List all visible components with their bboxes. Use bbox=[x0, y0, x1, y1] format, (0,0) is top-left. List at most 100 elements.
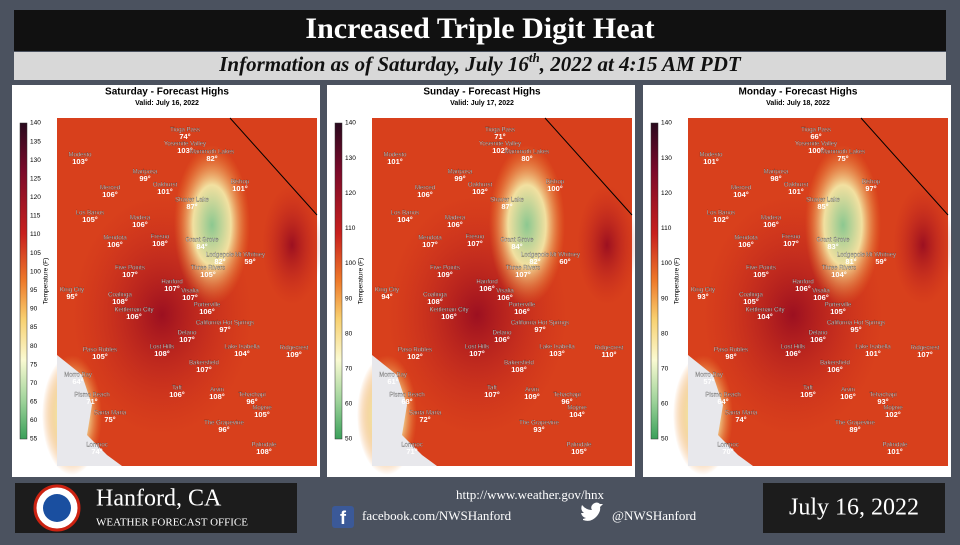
place-name: Visalia bbox=[181, 289, 199, 295]
place-name: Shaver Lake bbox=[806, 198, 840, 204]
legend-tick: 60 bbox=[30, 417, 38, 424]
place-name: Lake Isabella bbox=[855, 345, 891, 351]
place-name: Yosemite Valley bbox=[479, 142, 521, 148]
legend-tick: 140 bbox=[30, 120, 41, 127]
place-name: Delano bbox=[177, 331, 197, 337]
place-temp: 89° bbox=[849, 425, 860, 434]
place-temp: 103° bbox=[177, 146, 193, 155]
date-box bbox=[763, 483, 945, 533]
place-name: Santa Maria bbox=[725, 411, 758, 417]
place-name: Lost Hills bbox=[150, 345, 174, 351]
state-border bbox=[860, 117, 949, 216]
place-name: Mt Whitney bbox=[866, 253, 896, 259]
nws-logo-inner bbox=[43, 494, 71, 522]
place-temp: 74° bbox=[735, 415, 746, 424]
legend-tick: 120 bbox=[30, 194, 41, 201]
place-name: Five Points bbox=[115, 266, 145, 272]
ocean bbox=[372, 355, 437, 466]
place-name: Santa Maria bbox=[94, 411, 127, 417]
facebook-icon bbox=[332, 506, 354, 528]
place-temp: 106° bbox=[126, 312, 142, 321]
place-temp: 107° bbox=[783, 239, 799, 248]
place-temp: 105° bbox=[743, 297, 759, 306]
place-name: Yosemite Valley bbox=[795, 142, 837, 148]
place-temp: 106° bbox=[441, 312, 457, 321]
place-temp: 108° bbox=[112, 297, 128, 306]
place-temp: 106° bbox=[763, 220, 779, 229]
twitter-icon bbox=[581, 502, 603, 521]
place-name: Ridgecrest bbox=[595, 346, 624, 352]
place-temp: 106° bbox=[738, 240, 754, 249]
place-name: Fresno bbox=[151, 235, 170, 241]
place-name: Taft bbox=[487, 386, 497, 392]
place-name: Pismo Beach bbox=[705, 393, 740, 399]
legend-tick: 80 bbox=[30, 343, 38, 350]
place-temp: 107° bbox=[917, 350, 933, 359]
place-temp: 87° bbox=[186, 202, 197, 211]
place-name: Lake Isabella bbox=[539, 345, 575, 351]
place-name: Shaver Lake bbox=[175, 198, 209, 204]
place-name: Visalia bbox=[496, 289, 514, 295]
place-name: Hanford bbox=[792, 280, 813, 286]
twitter-link[interactable]: @NWSHanford bbox=[612, 508, 697, 523]
place-temp: 81° bbox=[845, 257, 856, 266]
place-name: Tehachapi bbox=[869, 393, 896, 399]
place-name: The Grapevine bbox=[204, 421, 244, 427]
hot-desert bbox=[262, 185, 322, 305]
facebook-link[interactable]: facebook.com/NWSHanford bbox=[362, 508, 512, 523]
place-temp: 93° bbox=[877, 397, 888, 406]
place-name: Visalia bbox=[812, 289, 830, 295]
place-temp: 82° bbox=[529, 257, 540, 266]
place-name: Arvin bbox=[525, 388, 539, 394]
place-temp: 104° bbox=[831, 270, 847, 279]
place-temp: 61° bbox=[387, 377, 398, 386]
place-name: Tioga Pass bbox=[170, 128, 200, 134]
url[interactable]: http://www.weather.gov/hnx bbox=[456, 487, 604, 502]
place-temp: 107° bbox=[515, 270, 531, 279]
place-temp: 101° bbox=[887, 447, 903, 456]
place-name: Mt Whitney bbox=[235, 253, 265, 259]
place-temp: 98° bbox=[725, 352, 736, 361]
place-name: Madera bbox=[445, 216, 466, 222]
panel-title: Sunday - Forecast Highs bbox=[423, 87, 541, 98]
place-name: Bakersfield bbox=[189, 361, 219, 367]
place-temp: 107° bbox=[196, 365, 212, 374]
place-temp: 109° bbox=[524, 392, 540, 401]
place-name: Lodgepole bbox=[206, 253, 235, 259]
place-name: The Grapevine bbox=[835, 421, 875, 427]
place-temp: 105° bbox=[753, 270, 769, 279]
place-name: Mariposa bbox=[133, 170, 158, 176]
legend-tick: 80 bbox=[345, 330, 353, 337]
place-temp: 102° bbox=[492, 146, 508, 155]
place-temp: 100° bbox=[808, 146, 824, 155]
place-temp: 106° bbox=[169, 390, 185, 399]
place-temp: 85° bbox=[817, 202, 828, 211]
sierra bbox=[489, 145, 565, 305]
place-temp: 107° bbox=[179, 335, 195, 344]
legend-tick: 90 bbox=[661, 295, 669, 302]
place-name: Lompoc bbox=[86, 443, 107, 449]
place-name: Paso Robles bbox=[398, 348, 432, 354]
place-temp: 104° bbox=[569, 410, 585, 419]
place-temp: 70° bbox=[722, 447, 733, 456]
legend-tick: 75 bbox=[30, 361, 38, 368]
place-temp: 95° bbox=[66, 292, 77, 301]
place-name: Modesto bbox=[68, 153, 92, 159]
place-temp: 105° bbox=[200, 270, 216, 279]
place-name: King City bbox=[60, 288, 84, 294]
place-name: California Hot Springs bbox=[196, 321, 254, 327]
place-name: Palmdale bbox=[251, 443, 277, 449]
place-temp: 106° bbox=[132, 220, 148, 229]
place-name: Delano bbox=[492, 331, 512, 337]
legend-tick: 70 bbox=[345, 365, 353, 372]
place-name: Ridgecrest bbox=[911, 346, 940, 352]
place-temp: 83° bbox=[827, 242, 838, 251]
place-temp: 106° bbox=[785, 349, 801, 358]
place-name: Ridgecrest bbox=[280, 346, 309, 352]
place-temp: 107° bbox=[467, 239, 483, 248]
place-temp: 75° bbox=[837, 154, 848, 163]
place-temp: 97° bbox=[865, 184, 876, 193]
place-name: Pismo Beach bbox=[74, 393, 109, 399]
state-border bbox=[229, 117, 318, 216]
place-name: Merced bbox=[415, 186, 435, 192]
